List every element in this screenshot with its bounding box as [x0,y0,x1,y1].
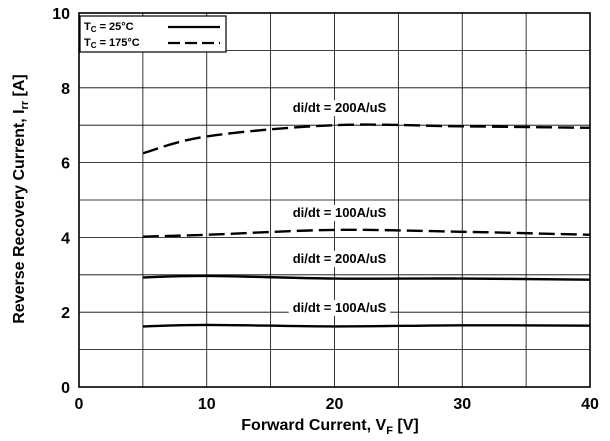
series-annotation-1: di/dt = 200A/uS [293,100,387,115]
series-annotation-bg [288,204,391,221]
legend-box [79,15,227,53]
series-line-1 [142,123,591,155]
grid [78,12,591,388]
y-tick-label: 2 [61,305,70,322]
x-tick-label: 10 [198,396,216,413]
annotations: di/dt = 200A/uS di/dt = 100A/uS di/dt = 20… [288,100,391,316]
y-tick-label: 10 [52,6,70,23]
legend-label-25c: TC = 25°C [84,21,134,34]
x-tick-label: 30 [453,396,471,413]
series-annotation-3: di/dt = 200A/uS [293,251,387,266]
y-tick-label: 8 [61,81,70,98]
tick-labels: 0 10 20 30 40 0 2 4 6 8 10 [52,6,599,413]
series-annotation-bg [288,299,391,316]
series-annotation-bg [288,250,391,267]
x-tick-label: 40 [581,396,599,413]
series-line-3 [142,274,591,281]
series-line-4 [142,323,591,328]
series-group [142,123,591,328]
series-line-2 [142,228,591,238]
legend: TC = 25°C TC = 175°C [79,15,227,53]
x-tick-label: 20 [326,396,344,413]
y-tick-label: 0 [61,380,70,397]
y-tick-label: 6 [61,156,70,173]
series-annotation-4: di/dt = 100A/uS [293,300,387,315]
series-annotation-2: di/dt = 100A/uS [293,205,387,220]
x-axis-title: Forward Current, VF [V] [241,417,418,437]
x-tick-label: 0 [75,396,84,413]
y-axis-title: Reverse Recovery Current, Irr [A] [11,74,31,324]
legend-label-175c: TC = 175°C [84,37,140,50]
y-tick-label: 4 [61,230,70,247]
plot-frame [78,12,591,388]
series-annotation-bg [288,100,391,117]
